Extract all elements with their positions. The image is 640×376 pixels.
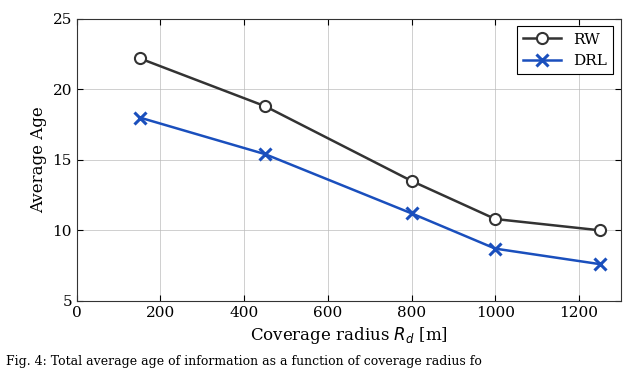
Legend: RW, DRL: RW, DRL [516, 26, 613, 74]
DRL [136, 115, 143, 120]
RW [261, 104, 269, 108]
Line: RW: RW [134, 53, 605, 236]
DRL [261, 152, 269, 156]
Text: Fig. 4: Total average age of information as a function of coverage radius fo: Fig. 4: Total average age of information… [6, 355, 483, 368]
DRL [596, 262, 604, 266]
RW [596, 228, 604, 232]
RW [408, 179, 415, 183]
DRL [408, 211, 415, 216]
DRL [492, 246, 499, 251]
RW [136, 56, 143, 61]
Y-axis label: Average Age: Average Age [30, 106, 47, 213]
X-axis label: Coverage radius $R_d$ [m]: Coverage radius $R_d$ [m] [250, 325, 448, 346]
RW [492, 217, 499, 221]
Line: DRL: DRL [134, 112, 605, 270]
